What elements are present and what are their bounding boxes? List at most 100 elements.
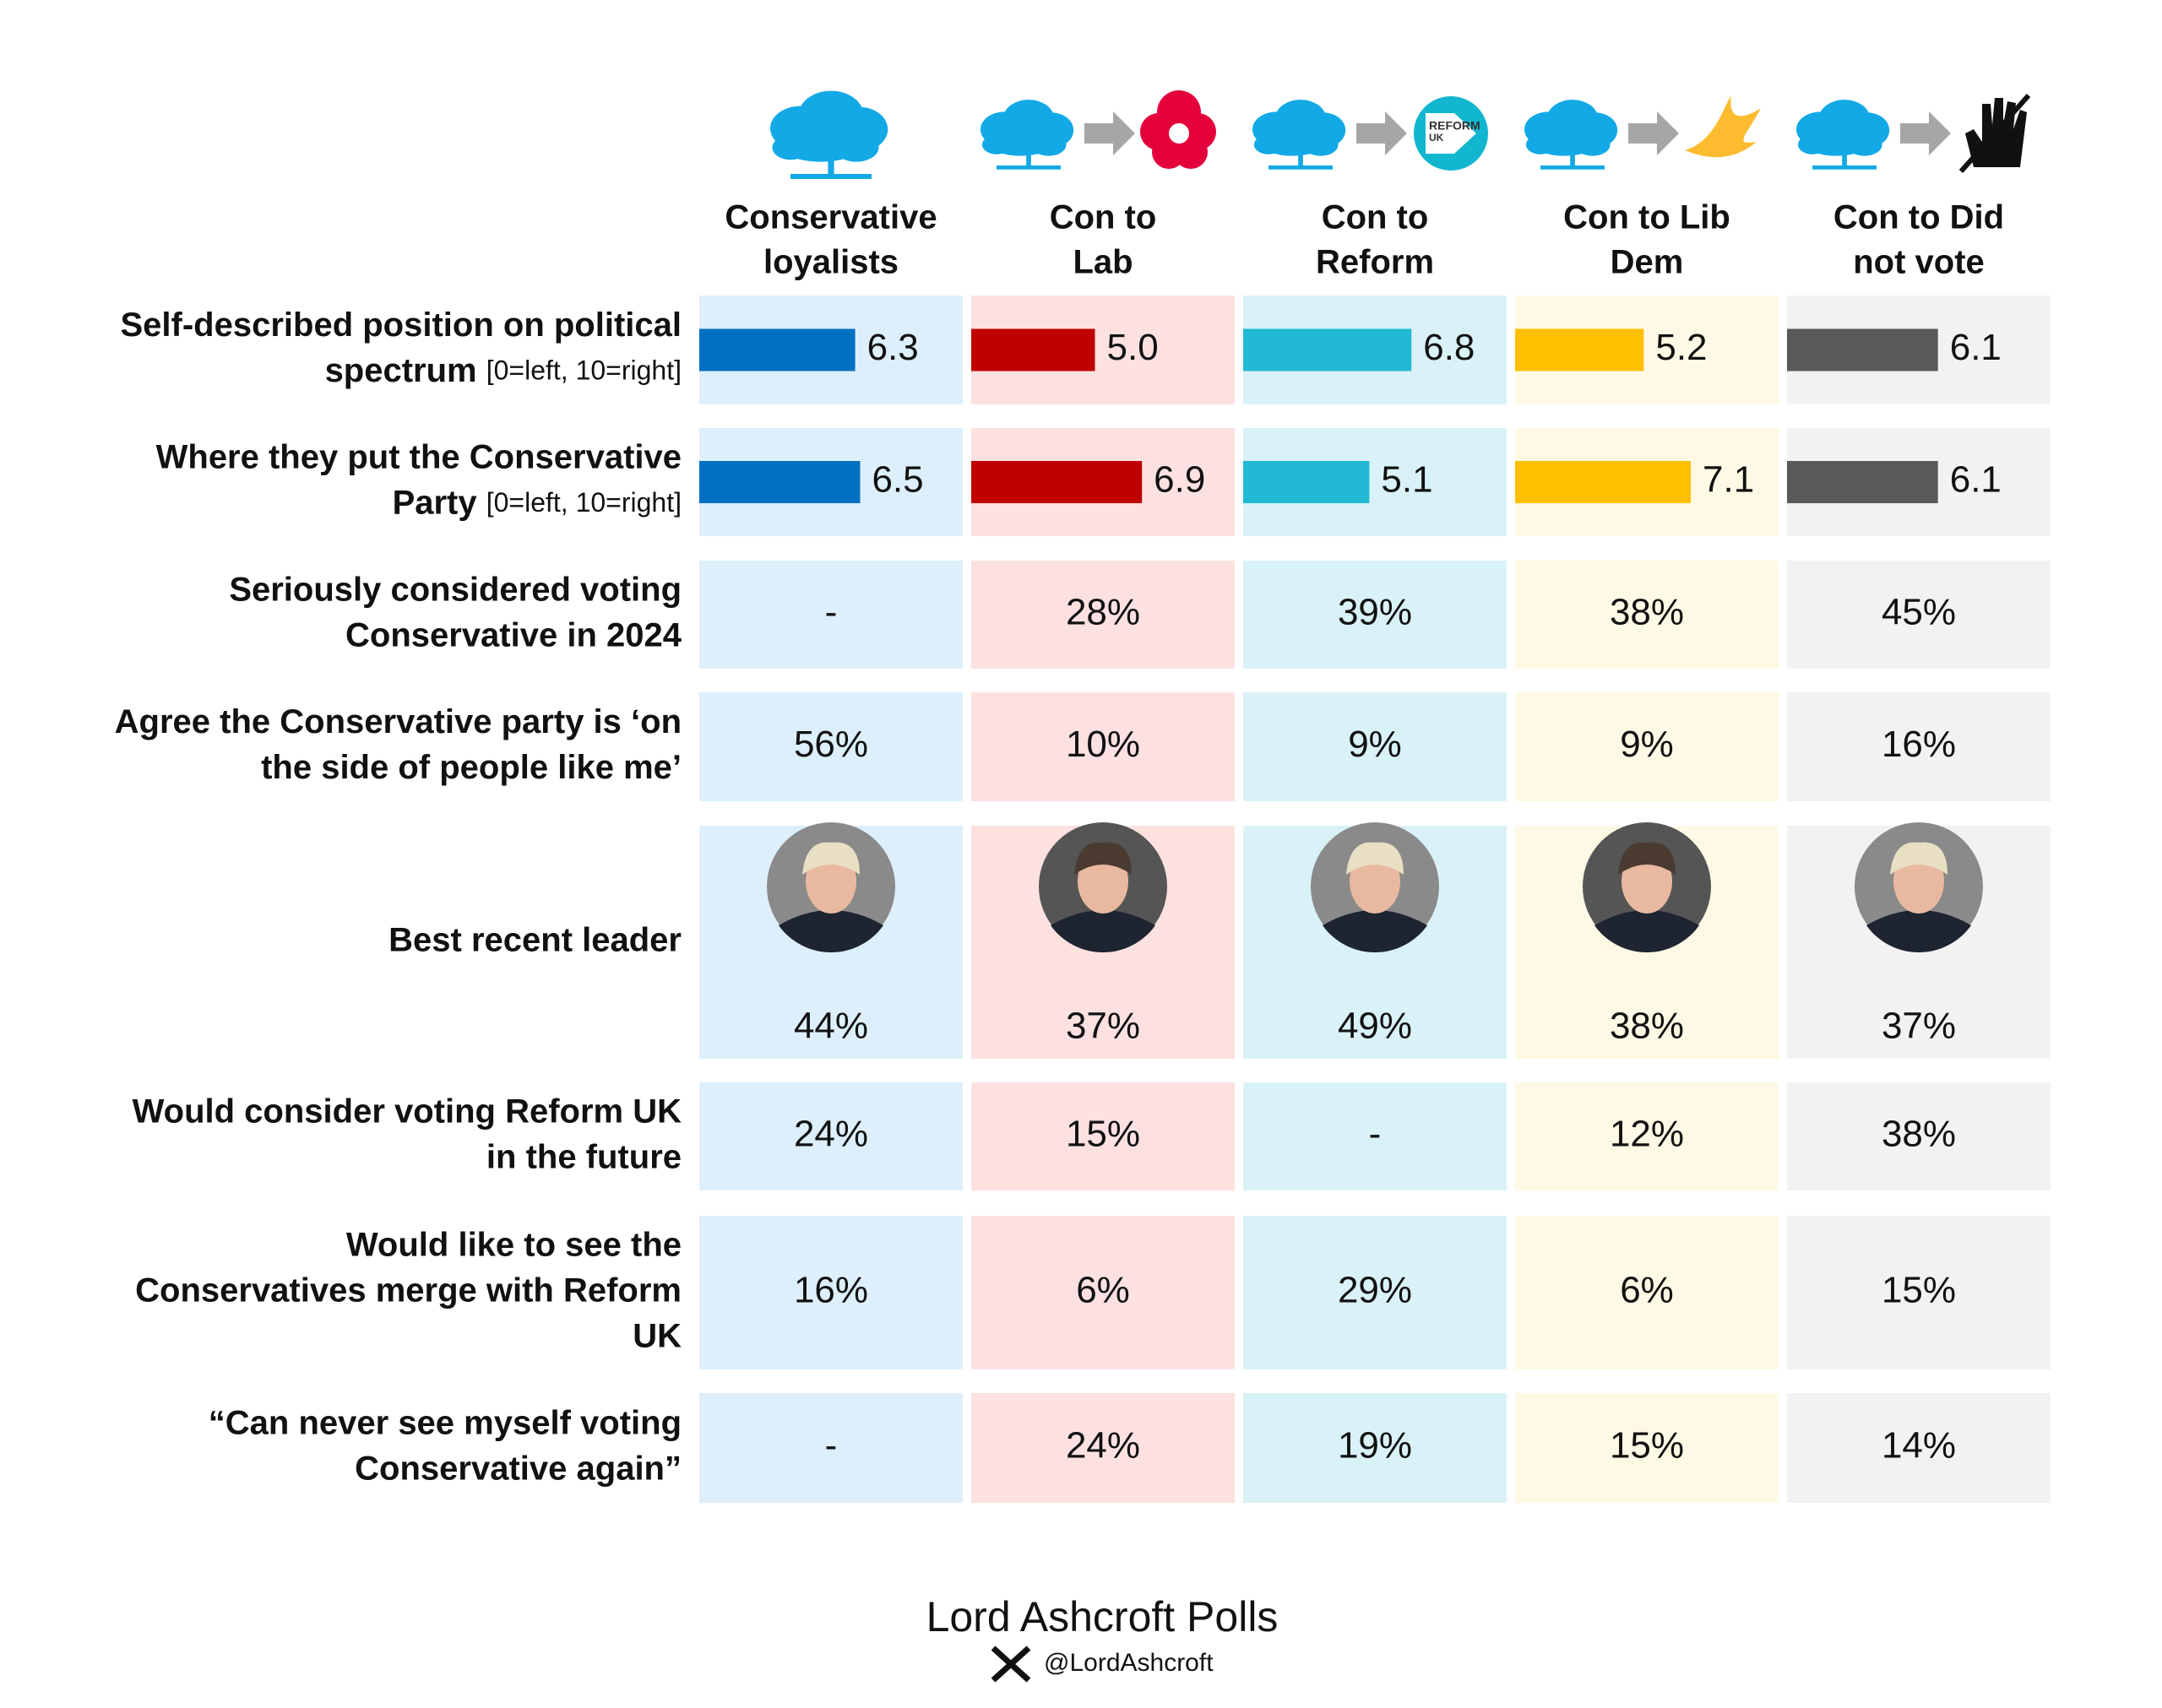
cell [1515,692,1779,801]
bar-label: 5.2 [1655,327,1707,368]
cell-value: - [1369,1114,1382,1155]
column-label: Con to [1322,199,1429,236]
tree-trunk [1298,149,1303,167]
bar-label: 6.1 [1950,327,2002,368]
cell-value: 38% [1610,592,1684,633]
cell-value: 37% [1882,1006,1956,1047]
row-label: spectrum [0=left, 10=right] [325,352,682,389]
cell-value: 10% [1066,724,1140,765]
cell [1515,1216,1779,1369]
hair [1618,842,1676,875]
bar [1515,461,1692,503]
tree-blob [1030,133,1067,156]
footer-handle: @LordAshcroft [1044,1649,1214,1677]
column-label: Con to Did [1833,199,2004,236]
cell-value: - [825,592,838,633]
cell [971,1216,1235,1369]
row-label: Agree the Conservative party is ‘on [115,703,682,740]
bar-label: 6.3 [867,327,919,368]
column-label: Reform [1316,244,1434,281]
cell [1515,561,1779,669]
column-label: Conservative [725,199,937,236]
cell [1787,561,2051,669]
cell-value: 9% [1348,724,1402,765]
cell [1515,1082,1779,1190]
tree-logo [770,90,888,179]
bar [1787,328,1938,371]
tree-logo [1796,100,1890,170]
arrow [1356,111,1407,155]
x-logo [991,1646,1031,1683]
cell-value: 9% [1620,724,1674,765]
libdem-bird [1685,95,1761,158]
bar [1515,328,1644,371]
tree-logo [1252,100,1346,170]
cell [1787,692,2051,801]
cell [699,561,963,669]
row-label: Would like to see the [346,1227,682,1264]
tree-base [790,174,872,179]
tree-trunk [1842,149,1847,167]
cell [1243,692,1507,801]
hair [802,842,860,875]
tree-blob [1797,134,1828,155]
tree-blob [1253,134,1284,155]
cell-value: 12% [1610,1114,1684,1155]
bar-label: 6.1 [1950,459,2002,501]
leader-photo [1311,822,1439,953]
cell [971,692,1235,801]
row-label: Would consider voting Reform UK [133,1093,682,1131]
cell [699,1082,963,1190]
tree-base [1268,165,1333,170]
cell-value: 14% [1882,1425,1956,1467]
row-label: Conservatives merge with Reform [135,1272,682,1309]
bar [699,328,856,371]
cell-value: 24% [794,1114,868,1155]
tree-trunk [828,154,834,176]
suit [779,910,883,953]
cell-value: 15% [1066,1114,1140,1155]
cell-value: 38% [1610,1006,1684,1047]
column-label: Con to Lib [1563,199,1730,236]
footer-title: Lord Ashcroft Polls [926,1593,1279,1640]
bar [1243,328,1412,371]
row-note: [0=left, 10=right] [486,487,682,518]
cell [971,1082,1235,1190]
leader-photo [1039,822,1167,953]
reform-logo-text: UK [1429,132,1444,144]
row-label: Self-described position on political [120,306,682,344]
tree-base [1540,165,1605,170]
cell [1515,1393,1779,1503]
cell-value: 24% [1066,1425,1140,1467]
cell [1787,1393,2051,1503]
bar-label: 5.0 [1107,327,1159,368]
row-label: the side of people like me’ [261,749,682,786]
cell-value: 28% [1066,592,1140,633]
cell-value: 16% [794,1270,868,1311]
row-label: Where they put the Conservative [156,439,682,476]
hair [1346,842,1404,875]
cell [699,1393,963,1503]
tree-blob [1525,134,1556,155]
tree-trunk [1026,149,1031,167]
bar-label: 6.8 [1423,327,1475,368]
reform-arrow [1426,113,1476,154]
cell-value: 37% [1066,1006,1140,1047]
cell-value: 56% [794,724,868,765]
column-label: Con to [1050,199,1157,236]
column-label: Dem [1611,244,1684,281]
tree-blob [1846,133,1882,156]
tree-base [1812,165,1877,170]
tree-blob [1302,133,1339,156]
arrow [1084,111,1135,155]
row-label: Best recent leader [388,922,682,959]
cell [1243,1216,1507,1369]
column-label: Lab [1073,244,1133,281]
suit [1323,910,1427,953]
cell [1787,1082,2051,1190]
bar [1787,461,1938,503]
cell-value: 15% [1610,1425,1684,1467]
tree-trunk [1570,149,1575,167]
row-label: “Can never see myself voting [209,1405,682,1442]
